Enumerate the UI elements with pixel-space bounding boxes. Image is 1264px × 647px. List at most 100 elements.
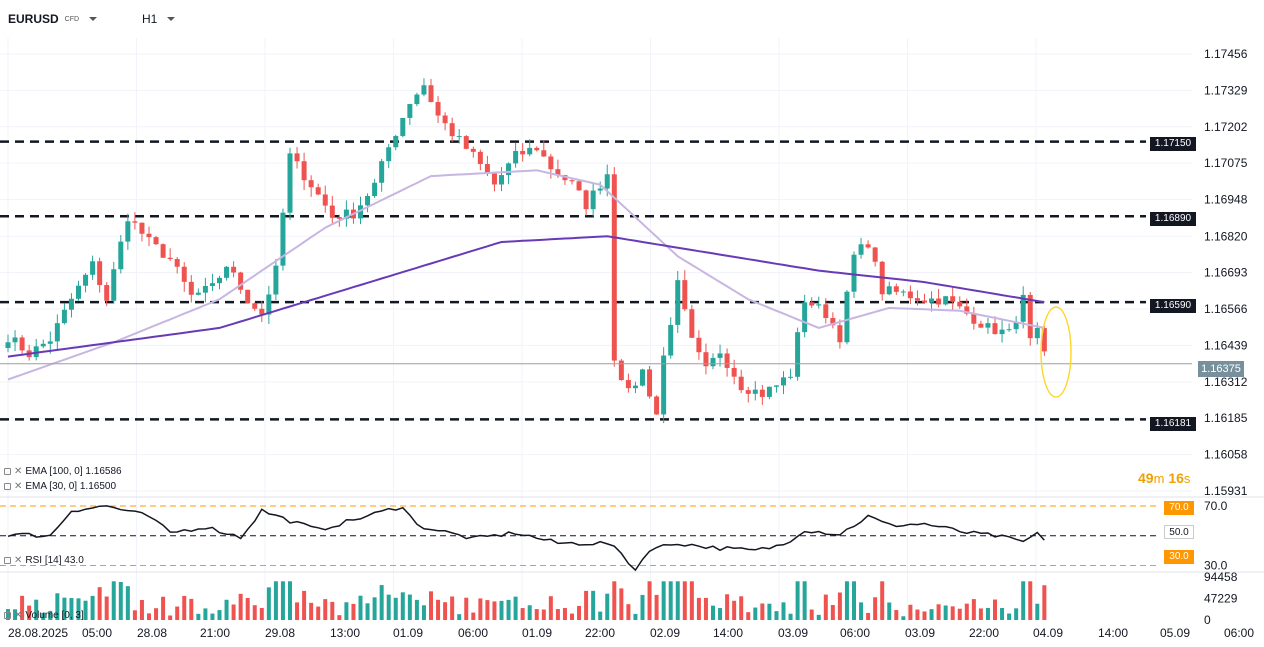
volume-bar: [337, 615, 342, 620]
volume-bar: [823, 594, 828, 620]
volume-bar: [978, 608, 983, 620]
candle-body: [153, 237, 159, 245]
candle-body: [632, 385, 638, 389]
time-tick: 05.09: [1160, 626, 1190, 640]
candle-body: [252, 303, 258, 309]
volume-bar: [844, 581, 849, 620]
candle-body: [421, 85, 427, 95]
candle-body: [527, 147, 533, 155]
volume-bar: [386, 594, 391, 620]
price-tick: 1.16820: [1204, 229, 1248, 243]
volume-bar: [612, 581, 617, 620]
legend-rsi[interactable]: ✕ RSI [14] 43.0: [4, 555, 84, 566]
candle-body: [541, 150, 547, 157]
volume-bar: [210, 613, 215, 620]
candle-body: [195, 292, 201, 295]
volume-bar: [365, 603, 370, 620]
candle-body: [68, 298, 74, 310]
volume-bar: [548, 596, 553, 620]
close-icon[interactable]: ✕: [14, 555, 23, 566]
candle-body: [499, 175, 504, 185]
chevron-down-icon: [167, 17, 176, 21]
volume-bar: [584, 590, 589, 620]
drag-handle-icon[interactable]: [4, 557, 11, 564]
candle-body: [456, 136, 462, 138]
time-tick: 01.09: [393, 626, 423, 640]
level-label-2: 1.16890: [1150, 212, 1196, 226]
volume-bar: [358, 595, 363, 620]
drag-handle-icon[interactable]: [4, 483, 11, 490]
volume-bar: [562, 608, 567, 620]
candle-body: [999, 329, 1005, 335]
volume-bar: [34, 599, 39, 620]
candle-countdown: 49m 16s: [1138, 470, 1191, 486]
volume-bar: [943, 605, 948, 620]
candle-body: [47, 341, 53, 344]
close-icon[interactable]: ✕: [14, 610, 23, 621]
candle-body: [1027, 294, 1033, 339]
candle-body: [922, 300, 927, 303]
volume-bar: [97, 587, 102, 620]
candle-body: [435, 102, 441, 116]
volume-bar: [125, 586, 130, 620]
level-label-4: 1.16181: [1150, 417, 1196, 431]
candle-body: [322, 194, 328, 206]
candle-body: [555, 169, 561, 176]
candle-body: [245, 289, 251, 304]
time-tick: 22:00: [969, 626, 999, 640]
candle-body: [661, 355, 667, 415]
volume-bar: [1028, 581, 1033, 620]
candle-body: [795, 332, 801, 377]
candle-body: [1006, 329, 1012, 331]
volume-bar: [809, 609, 814, 620]
volume-bar: [41, 612, 46, 620]
volume-bar: [316, 606, 321, 620]
volume-bar: [147, 613, 151, 620]
volume-bar: [1021, 581, 1026, 620]
time-tick: 06:00: [458, 626, 488, 640]
candle-body: [752, 389, 758, 394]
drag-handle-icon[interactable]: [4, 468, 11, 475]
candle-body: [696, 337, 702, 353]
legend-volume[interactable]: ✕ Volume [0, 3]: [4, 610, 84, 621]
volume-bar: [6, 609, 10, 620]
candle-body: [816, 304, 822, 306]
candle-body: [513, 150, 519, 164]
time-axis: 28.08.2025 05:00 28.08 21:00 29.08 13:00 01.09…: [8, 626, 1254, 640]
candle-body: [766, 386, 772, 397]
legend-ema30[interactable]: ✕ EMA [30, 0] 1.16500: [4, 481, 116, 492]
candle-body: [604, 174, 610, 189]
volume-bar: [132, 610, 137, 620]
candle-body: [167, 257, 173, 260]
candle-body: [40, 343, 46, 347]
candle-body: [407, 104, 413, 118]
volume-bar: [76, 598, 81, 620]
close-icon[interactable]: ✕: [14, 481, 23, 492]
drag-handle-icon[interactable]: [4, 612, 11, 619]
candle-body: [675, 280, 681, 325]
volume-bar: [273, 581, 278, 620]
volume-bar: [964, 603, 969, 620]
candle-body: [343, 209, 349, 219]
volume-bar: [436, 599, 441, 620]
candle-body: [943, 296, 949, 305]
volume-bar: [739, 596, 744, 620]
candle-body: [442, 115, 448, 124]
price-tick: 1.16439: [1204, 338, 1248, 352]
candle-body: [907, 291, 913, 299]
volume-bar: [259, 607, 264, 620]
volume-bar: [1000, 608, 1005, 620]
legend-ema100[interactable]: ✕ EMA [100, 0] 1.16586: [4, 466, 122, 477]
symbol-selector[interactable]: EURUSD CFD: [8, 12, 98, 26]
volume-bar: [718, 608, 723, 620]
timeframe-selector[interactable]: H1: [142, 12, 176, 26]
candle-body: [703, 352, 709, 367]
volume-bar: [675, 581, 680, 620]
candle-body: [597, 188, 603, 191]
close-icon[interactable]: ✕: [14, 466, 23, 477]
candle-body: [745, 390, 751, 394]
volume-bar: [266, 587, 271, 620]
volume-bar: [605, 593, 610, 620]
volume-bar: [852, 581, 856, 620]
